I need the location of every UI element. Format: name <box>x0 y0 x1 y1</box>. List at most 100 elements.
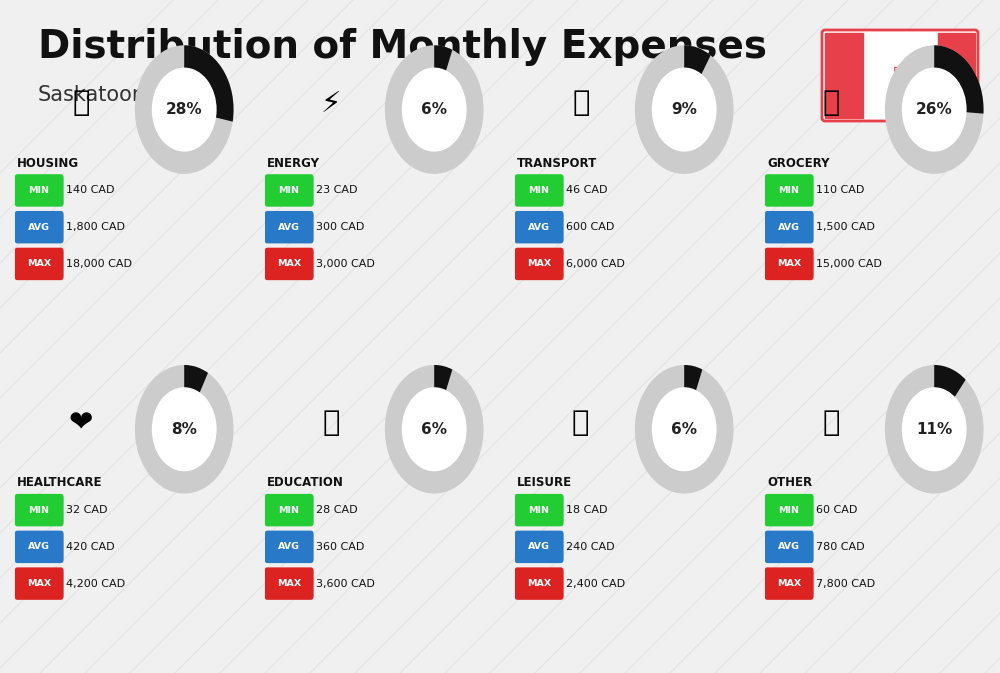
Wedge shape <box>434 45 452 71</box>
Text: 28 CAD: 28 CAD <box>316 505 357 515</box>
FancyBboxPatch shape <box>15 174 64 207</box>
Text: MAX: MAX <box>27 579 51 588</box>
Text: 🛒: 🛒 <box>822 90 840 118</box>
FancyBboxPatch shape <box>515 211 564 244</box>
Circle shape <box>652 388 716 470</box>
Text: AVG: AVG <box>778 542 800 551</box>
Text: Distribution of Monthly Expenses: Distribution of Monthly Expenses <box>38 28 767 66</box>
FancyBboxPatch shape <box>765 211 814 244</box>
FancyBboxPatch shape <box>15 248 64 280</box>
FancyBboxPatch shape <box>265 174 314 207</box>
Wedge shape <box>434 365 452 391</box>
Wedge shape <box>934 365 966 398</box>
Text: 780 CAD: 780 CAD <box>816 542 864 552</box>
FancyBboxPatch shape <box>765 494 814 526</box>
Text: MAX: MAX <box>777 579 801 588</box>
Wedge shape <box>385 365 484 493</box>
Text: LEISURE: LEISURE <box>517 476 572 489</box>
Text: 1,500 CAD: 1,500 CAD <box>816 222 874 232</box>
Text: 6%: 6% <box>671 422 697 437</box>
FancyBboxPatch shape <box>515 248 564 280</box>
Text: AVG: AVG <box>528 542 550 551</box>
Bar <box>938 33 975 118</box>
Text: MAX: MAX <box>527 259 551 269</box>
Text: MAX: MAX <box>27 259 51 269</box>
Text: 🍁: 🍁 <box>893 65 907 85</box>
Text: ⚡: ⚡ <box>321 90 341 118</box>
Text: 46 CAD: 46 CAD <box>566 186 607 195</box>
FancyBboxPatch shape <box>15 211 64 244</box>
Text: 3,000 CAD: 3,000 CAD <box>316 259 374 269</box>
Circle shape <box>902 68 966 151</box>
FancyBboxPatch shape <box>515 530 564 563</box>
FancyBboxPatch shape <box>265 567 314 600</box>
Text: 240 CAD: 240 CAD <box>566 542 614 552</box>
Text: 32 CAD: 32 CAD <box>66 505 107 515</box>
Text: ❤️: ❤️ <box>69 409 93 437</box>
Text: Saskatoon: Saskatoon <box>38 85 146 105</box>
Text: EDUCATION: EDUCATION <box>267 476 344 489</box>
Text: MAX: MAX <box>277 579 301 588</box>
Text: AVG: AVG <box>28 223 50 232</box>
Text: AVG: AVG <box>278 223 300 232</box>
Wedge shape <box>885 365 984 493</box>
FancyBboxPatch shape <box>765 248 814 280</box>
FancyBboxPatch shape <box>265 494 314 526</box>
Text: MIN: MIN <box>279 505 300 515</box>
Text: 110 CAD: 110 CAD <box>816 186 864 195</box>
FancyBboxPatch shape <box>822 30 978 121</box>
Text: 🎓: 🎓 <box>322 409 340 437</box>
Text: AVG: AVG <box>778 223 800 232</box>
Text: HEALTHCARE: HEALTHCARE <box>17 476 103 489</box>
Text: OTHER: OTHER <box>767 476 812 489</box>
Text: 8%: 8% <box>171 422 197 437</box>
Text: 6%: 6% <box>421 422 447 437</box>
Text: 1,800 CAD: 1,800 CAD <box>66 222 125 232</box>
Bar <box>825 33 862 118</box>
Wedge shape <box>184 365 208 393</box>
Text: 🚌: 🚌 <box>572 90 590 118</box>
FancyBboxPatch shape <box>265 248 314 280</box>
Text: 60 CAD: 60 CAD <box>816 505 857 515</box>
Text: HOUSING: HOUSING <box>17 157 79 170</box>
Text: 7,800 CAD: 7,800 CAD <box>816 579 875 589</box>
Text: 18,000 CAD: 18,000 CAD <box>66 259 132 269</box>
Wedge shape <box>184 45 234 122</box>
FancyBboxPatch shape <box>765 174 814 207</box>
Text: 18 CAD: 18 CAD <box>566 505 607 515</box>
FancyBboxPatch shape <box>515 494 564 526</box>
Text: 🛍️: 🛍️ <box>572 409 590 437</box>
Text: 6,000 CAD: 6,000 CAD <box>566 259 624 269</box>
Text: MIN: MIN <box>529 505 550 515</box>
Circle shape <box>402 68 466 151</box>
Circle shape <box>402 388 466 470</box>
Text: 9%: 9% <box>671 102 697 117</box>
Wedge shape <box>885 45 984 174</box>
FancyBboxPatch shape <box>515 174 564 207</box>
Text: 300 CAD: 300 CAD <box>316 222 364 232</box>
FancyBboxPatch shape <box>765 530 814 563</box>
Text: 3,600 CAD: 3,600 CAD <box>316 579 374 589</box>
FancyBboxPatch shape <box>15 530 64 563</box>
Text: 28%: 28% <box>166 102 203 117</box>
Text: MIN: MIN <box>779 505 800 515</box>
Text: AVG: AVG <box>28 542 50 551</box>
Wedge shape <box>385 45 484 174</box>
Wedge shape <box>684 365 702 391</box>
Text: MAX: MAX <box>527 579 551 588</box>
Text: 🏢: 🏢 <box>72 90 90 118</box>
Text: 4,200 CAD: 4,200 CAD <box>66 579 125 589</box>
Circle shape <box>652 68 716 151</box>
Text: AVG: AVG <box>278 542 300 551</box>
Text: ENERGY: ENERGY <box>267 157 320 170</box>
FancyBboxPatch shape <box>265 530 314 563</box>
Text: MIN: MIN <box>779 186 800 195</box>
FancyBboxPatch shape <box>765 567 814 600</box>
Wedge shape <box>135 365 234 493</box>
Wedge shape <box>635 365 734 493</box>
Text: 140 CAD: 140 CAD <box>66 186 114 195</box>
Text: 23 CAD: 23 CAD <box>316 186 357 195</box>
Text: AVG: AVG <box>528 223 550 232</box>
Text: 360 CAD: 360 CAD <box>316 542 364 552</box>
Text: 420 CAD: 420 CAD <box>66 542 114 552</box>
